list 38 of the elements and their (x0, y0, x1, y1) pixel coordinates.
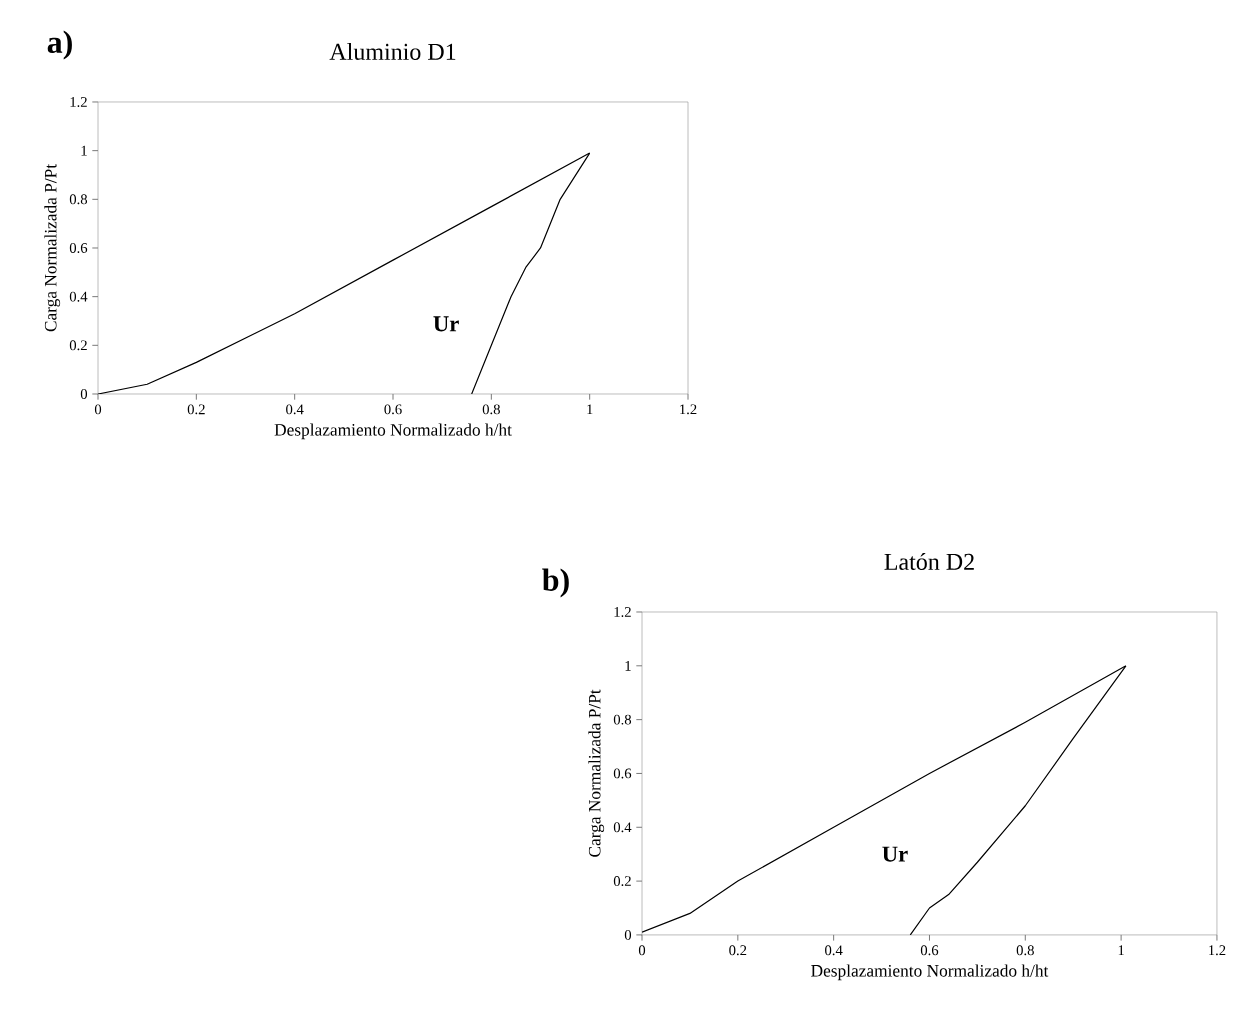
y-tick-label: 0.6 (69, 243, 88, 253)
x-tick-label: 0.4 (286, 404, 304, 415)
y-tick-label: 1 (625, 660, 631, 671)
chart-title: Aluminio D1 (329, 43, 456, 60)
x-axis-title: Desplazamiento Normalizado h/ht (811, 964, 1049, 981)
y-tick-label: 0.6 (613, 768, 632, 779)
x-tick-label: 0.6 (920, 945, 939, 956)
y-tick-label: 0.8 (613, 714, 632, 725)
x-axis-title: Desplazamiento Normalizado h/ht (274, 423, 512, 440)
x-tick-label: 0.8 (482, 404, 500, 415)
x-tick-label: 0 (638, 945, 646, 956)
x-tick-label: 0 (94, 404, 102, 415)
y-tick-label: 0.2 (613, 876, 631, 887)
y-tick-label: 1.2 (614, 607, 631, 617)
y-axis-title: Carga Normalizada P/Pt (588, 689, 605, 857)
y-tick-label: 1 (81, 145, 87, 156)
text: b) (542, 568, 569, 598)
y-tick-label: 0.4 (69, 291, 88, 302)
annotation: Ur (882, 846, 908, 862)
y-axis-title: Carga Normalizada P/Pt (44, 164, 61, 332)
x-tick-label: 0.2 (187, 404, 205, 415)
x-tick-label: 1.2 (1209, 945, 1226, 956)
annotation: Ur (433, 316, 459, 332)
x-tick-label: 1.2 (680, 404, 697, 415)
x-tick-label: 0.4 (825, 945, 843, 956)
y-tick-label: 0 (80, 389, 88, 399)
x-tick-label: 0.8 (1016, 945, 1034, 956)
y-tick-label: 0.2 (69, 340, 87, 351)
y-tick-label: 0 (624, 929, 632, 940)
x-tick-label: 0.6 (384, 404, 402, 415)
y-tick-label: 0.8 (69, 194, 88, 205)
x-tick-label: 0.2 (729, 945, 747, 956)
y-tick-label: 0.4 (613, 822, 632, 833)
x-tick-label: 1 (587, 404, 593, 415)
x-tick-label: 1 (1118, 945, 1124, 955)
y-tick-label: 1.2 (70, 97, 87, 107)
chart-title: Latón D2 (884, 553, 974, 570)
text: a) (47, 30, 72, 60)
